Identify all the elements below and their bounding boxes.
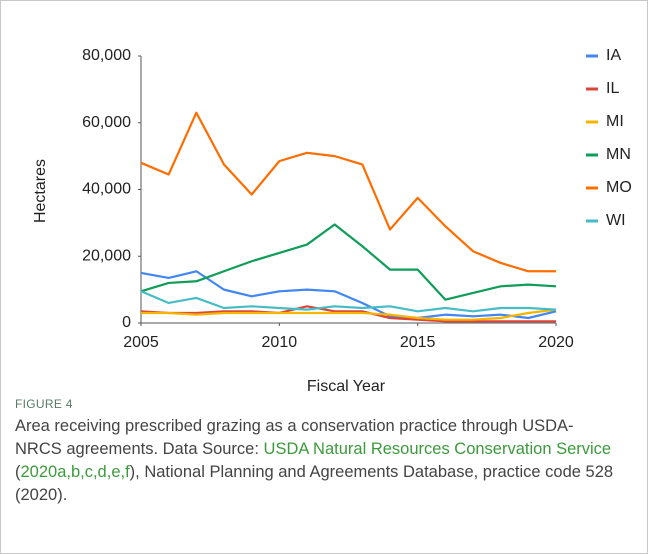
caption-text: ( bbox=[15, 463, 21, 481]
caption-text: Area receiving prescribed grazing as a c… bbox=[15, 417, 574, 458]
x-tick-label: 2005 bbox=[123, 334, 159, 351]
legend-label: WI bbox=[606, 212, 626, 229]
legend-label: MO bbox=[606, 179, 632, 196]
y-tick-label: 40,000 bbox=[82, 181, 131, 198]
chart: Fiscal Year Hectares 0 20,000 40,000 60,000… bbox=[32, 47, 632, 391]
y-tick-label: 0 bbox=[122, 314, 131, 331]
series-line bbox=[140, 270, 557, 320]
y-axis-label: Hectares bbox=[32, 159, 49, 223]
series-line bbox=[141, 308, 557, 321]
x-tick-label: 2010 bbox=[262, 334, 298, 351]
caption-link[interactable]: USDA Natural Resources Conservation Serv… bbox=[263, 440, 612, 458]
y-tick-label: 20,000 bbox=[82, 247, 131, 264]
legend-label: MN bbox=[606, 146, 631, 163]
caption: Area receiving prescribed grazing as a c… bbox=[15, 415, 615, 507]
caption-link[interactable]: 2020a,b,c,d,e,f bbox=[20, 463, 130, 481]
x-tick-label: 2020 bbox=[538, 334, 574, 351]
legend-label: IL bbox=[606, 80, 619, 97]
series-line bbox=[140, 223, 557, 301]
legend-label: IA bbox=[606, 47, 621, 64]
series-line bbox=[140, 111, 556, 273]
series-line bbox=[140, 290, 557, 313]
y-tick-label: 60,000 bbox=[82, 114, 131, 131]
legend-label: MI bbox=[606, 113, 624, 130]
figure-label: FIGURE 4 bbox=[15, 397, 73, 411]
x-axis-label: Fiscal Year bbox=[307, 378, 386, 391]
x-tick-label: 2015 bbox=[400, 334, 436, 351]
y-tick-label: 80,000 bbox=[82, 47, 131, 64]
series-line bbox=[140, 305, 556, 323]
caption-text: ), National Planning and Agreements Data… bbox=[15, 463, 614, 504]
